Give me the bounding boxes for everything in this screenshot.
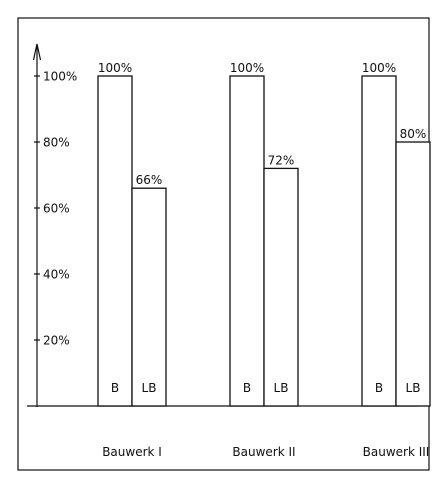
bar-category-label: LB — [274, 381, 289, 395]
bar-value-label: 100% — [362, 61, 396, 75]
bar — [263, 167, 299, 407]
y-tick-label: 40% — [43, 268, 70, 282]
labels: 100% B 66% LB Bauwerk I 100% B 72% LB Bauwerk II 1… — [98, 61, 430, 459]
bar-value-label: 100% — [230, 61, 264, 75]
group-label: Bauwerk I — [102, 445, 162, 459]
group-label: Bauwerk III — [363, 445, 430, 459]
bar-category-label: LB — [142, 381, 157, 395]
y-tick-label: 60% — [43, 202, 70, 216]
bar — [97, 75, 133, 407]
bar-value-label: 100% — [98, 61, 132, 75]
y-tick-label: 20% — [43, 334, 70, 348]
y-tick-label: 80% — [43, 136, 70, 150]
bars — [97, 75, 431, 407]
y-axis-arrow — [32, 43, 42, 61]
y-axis: 20% 40% 60% 80% 100% — [27, 43, 418, 407]
bar — [361, 75, 397, 407]
bar-value-label: 80% — [400, 127, 427, 141]
group-label: Bauwerk II — [232, 445, 295, 459]
bar-category-label: LB — [406, 381, 421, 395]
bar — [229, 75, 265, 407]
y-tick-label: 100% — [43, 70, 77, 84]
bar-category-label: B — [243, 381, 251, 395]
bar-value-label: 72% — [268, 153, 295, 167]
bar-value-label: 66% — [136, 173, 163, 187]
bar — [395, 141, 431, 407]
bar-category-label: B — [111, 381, 119, 395]
bar-category-label: B — [375, 381, 383, 395]
bar — [131, 187, 167, 407]
